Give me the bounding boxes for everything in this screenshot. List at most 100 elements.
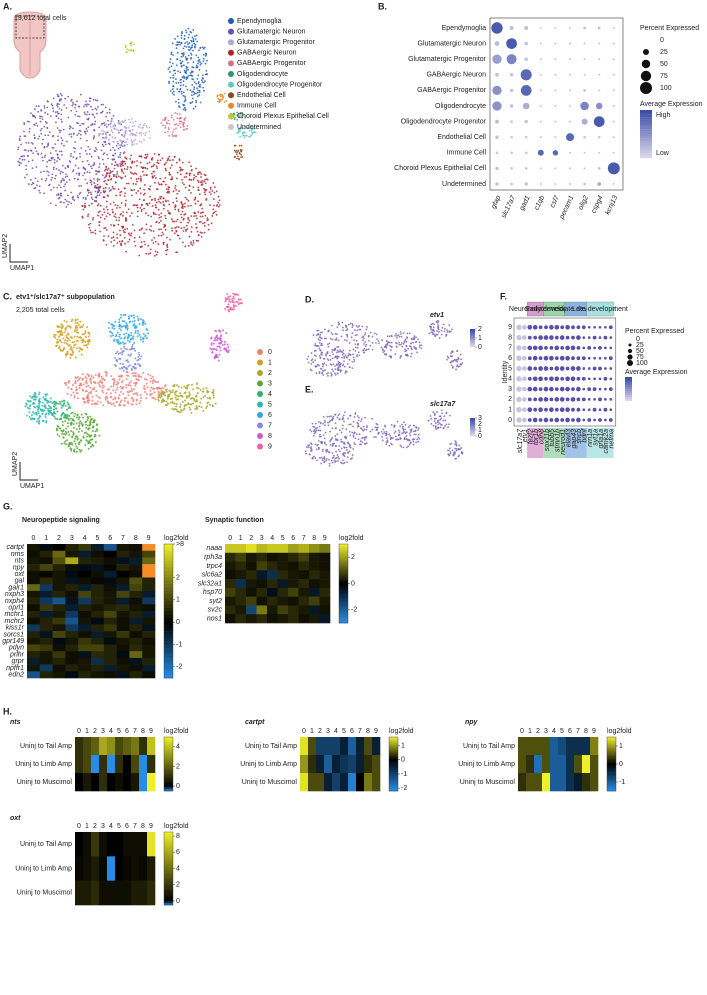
umap-cell: [455, 441, 457, 444]
gradient-step: [640, 138, 652, 142]
umap-cell: [181, 52, 184, 55]
umap-cell: [178, 106, 181, 109]
legend-swatch: [228, 71, 234, 77]
umap-cell: [185, 31, 188, 34]
umap-cell: [336, 326, 339, 329]
umap-cell: [59, 99, 61, 102]
umap-cell: [142, 126, 145, 129]
heat-cell: [225, 544, 236, 554]
umap-cell: [176, 234, 179, 237]
umap-cell: [431, 333, 434, 335]
umap-cell: [28, 183, 30, 185]
umap-cell: [343, 446, 346, 449]
umap-cell: [124, 204, 127, 207]
row-label: pdyn: [8, 645, 24, 652]
umap-cell: [89, 415, 92, 418]
umap-cell: [331, 419, 334, 422]
dot: [543, 366, 549, 371]
heat-cell: [116, 637, 130, 645]
umap-cell: [83, 111, 86, 114]
umap-cell: [108, 111, 111, 114]
umap-cell: [192, 388, 195, 391]
umap-cell: [173, 402, 176, 405]
umap-cell: [433, 334, 436, 336]
umap-cell: [131, 320, 134, 323]
umap-cell: [116, 171, 119, 173]
umap-cell: [127, 374, 130, 377]
umap-cell: [168, 66, 171, 69]
umap-cell: [130, 389, 133, 392]
umap-cell: [139, 394, 142, 397]
umap-cell: [383, 350, 386, 352]
umap-cell: [334, 422, 337, 425]
umap-cell: [376, 426, 378, 429]
umap-cell: [77, 324, 80, 327]
umap-cell: [127, 315, 130, 318]
umap-cell: [73, 199, 76, 202]
umap-cell: [182, 84, 185, 86]
umap-cell: [388, 341, 391, 344]
umap-cell: [227, 349, 230, 352]
umap-cell: [314, 422, 317, 425]
legend-label: 5: [268, 401, 272, 408]
umap-cell: [177, 41, 180, 44]
umap-cell: [70, 430, 73, 433]
umap-cell: [37, 152, 39, 155]
heat-cell: [225, 579, 236, 589]
umap-cell: [51, 402, 54, 405]
umap-cell: [216, 100, 219, 103]
umap-cell: [144, 134, 147, 137]
umap-cell: [43, 409, 46, 412]
umap-cell: [152, 213, 155, 215]
umap-cell: [101, 143, 104, 146]
umap-cell: [97, 187, 100, 190]
umap-cell: [401, 423, 403, 426]
umap-cell: [123, 366, 126, 369]
umap-cell: [210, 193, 212, 196]
umap-cell: [179, 71, 182, 74]
panel-title: Neuropeptide signaling: [22, 517, 100, 524]
umap-cell: [145, 378, 148, 381]
dot: [565, 407, 570, 413]
col-label: slc17a7: [501, 194, 518, 220]
umap-cell: [443, 327, 446, 330]
umap-cell: [130, 331, 133, 334]
umap-cell: [101, 213, 104, 216]
dot: [593, 116, 605, 127]
dot: [539, 104, 542, 108]
umap-cell: [325, 451, 328, 453]
umap-cell: [84, 196, 87, 199]
umap-cell: [436, 427, 439, 429]
umap-cell: [243, 136, 246, 139]
dot: [583, 167, 586, 170]
umap-cell: [221, 94, 224, 97]
dot: [571, 325, 575, 330]
umap-cell: [216, 334, 219, 337]
umap-cell: [131, 134, 134, 136]
umap-cell: [111, 185, 114, 188]
umap-cell: [149, 394, 152, 397]
umap-cell: [386, 439, 389, 442]
dot: [522, 335, 527, 340]
umap-cell: [125, 378, 128, 381]
umap-cell: [34, 398, 37, 401]
umap-cell: [72, 170, 74, 173]
umap-cell: [60, 404, 63, 407]
umap-cell: [229, 300, 232, 303]
dot: [527, 356, 532, 361]
umap-cell: [401, 427, 404, 430]
heat-cell: [65, 657, 79, 665]
umap-cell: [418, 344, 421, 347]
umap-cell: [144, 167, 147, 169]
umap-cell: [118, 327, 121, 330]
heat-cell: [52, 651, 66, 659]
heat-cell: [39, 577, 53, 585]
umap-cell: [193, 215, 195, 218]
row-label: GABAergic Neuron: [426, 72, 486, 79]
umap-cell: [54, 412, 57, 415]
umap-cell: [124, 231, 126, 234]
umap-cell: [138, 132, 141, 135]
umap-cell: [28, 130, 31, 133]
heat-cell: [103, 631, 117, 639]
dot: [492, 85, 502, 96]
